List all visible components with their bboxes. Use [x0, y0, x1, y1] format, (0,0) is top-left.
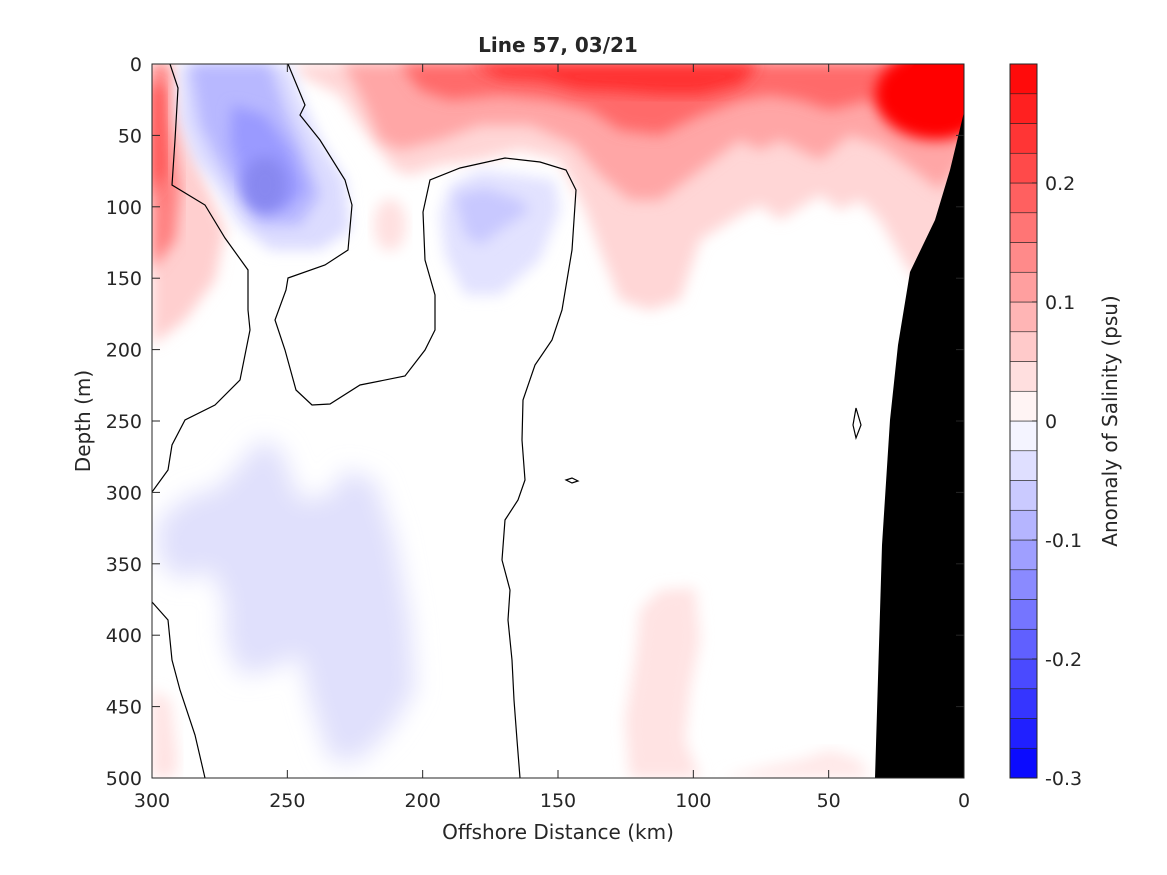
zero-contour-small-1 — [564, 477, 580, 484]
y-tick-label: 400 — [106, 625, 142, 647]
y-axis: 0 50 100 150 200 250 300 350 400 450 500 — [106, 54, 964, 790]
x-tick-label: 50 — [817, 790, 841, 812]
zero-contour-small-2 — [852, 407, 862, 441]
y-tick-label: 250 — [106, 411, 142, 433]
colorbar-tick-label: -0.2 — [1045, 649, 1082, 671]
zero-contour-lines — [152, 64, 862, 778]
x-axis: 300 250 200 150 100 50 0 — [134, 64, 970, 812]
chart-title: Line 57, 03/21 — [478, 33, 638, 57]
y-tick-label: 350 — [106, 554, 142, 576]
colorbar-segment — [1009, 718, 1038, 749]
colorbar-segment — [1009, 123, 1038, 154]
y-tick-label: 50 — [118, 125, 142, 147]
y-tick-label: 500 — [106, 768, 142, 790]
y-tick-label: 450 — [106, 697, 142, 719]
small-high-patch — [374, 199, 406, 251]
x-tick-label: 300 — [134, 790, 170, 812]
x-tick-label: 250 — [269, 790, 305, 812]
colorbar-tick-label: 0.1 — [1045, 292, 1075, 314]
deep-low — [158, 440, 415, 760]
colorbar-segment — [1009, 628, 1038, 660]
edge-high-core — [152, 80, 165, 200]
colorbar-segment — [1009, 212, 1038, 243]
surface-high-strong — [400, 64, 964, 135]
colorbar-segment — [1009, 242, 1038, 273]
x-tick-label: 150 — [540, 790, 576, 812]
deep-high-edge — [152, 690, 178, 778]
colorbar-segment — [1009, 331, 1038, 362]
colorbar-segment — [1009, 152, 1038, 184]
colorbar-segment — [1009, 390, 1038, 422]
bathymetry-shelf — [875, 112, 964, 778]
colorbar-segment — [1009, 569, 1038, 600]
y-tick-label: 0 — [130, 54, 142, 76]
colorbar-tick-label: 0.2 — [1045, 173, 1075, 195]
offshore-low-core — [243, 157, 287, 213]
x-tick-label: 200 — [405, 790, 441, 812]
y-tick-label: 300 — [106, 482, 142, 504]
positive-anomaly-regions — [152, 64, 964, 778]
colorbar-label: Anomaly of Salinity (psu) — [1098, 295, 1122, 546]
zero-contour-offshore — [169, 64, 249, 310]
x-tick-label: 0 — [958, 790, 970, 812]
negative-anomaly-regions — [158, 64, 560, 760]
colorbar-segment — [1009, 599, 1038, 630]
mid-low-inner — [455, 188, 530, 245]
colorbar-segment — [1009, 182, 1038, 214]
deep-high-patch — [625, 588, 700, 778]
colorbar-segment — [1009, 450, 1038, 481]
colorbar: -0.3 -0.2 -0.1 0 0.1 0.2 — [1009, 63, 1082, 790]
zero-contour-upper-loop — [274, 64, 577, 778]
colorbar-segment — [1009, 420, 1038, 452]
x-tick-label: 100 — [675, 790, 711, 812]
surface-high-core — [470, 64, 760, 95]
colorbar-segment — [1009, 539, 1038, 571]
y-tick-label: 150 — [106, 268, 142, 290]
colorbar-tick-label: -0.3 — [1045, 768, 1082, 790]
y-tick-label: 100 — [106, 197, 142, 219]
colorbar-segment — [1009, 63, 1038, 95]
colorbar-segment — [1009, 747, 1038, 779]
colorbar-segment — [1009, 688, 1038, 719]
colorbar-segment — [1009, 93, 1038, 124]
colorbar-segment — [1009, 271, 1038, 303]
zero-contour-edge — [152, 309, 251, 493]
colorbar-segment — [1009, 480, 1038, 511]
y-axis-label: Depth (m) — [71, 370, 95, 472]
colorbar-tick-label: -0.1 — [1045, 530, 1082, 552]
x-axis-label: Offshore Distance (km) — [442, 820, 674, 844]
colorbar-segment — [1009, 509, 1038, 541]
y-tick-label: 200 — [106, 340, 142, 362]
colorbar-segment — [1009, 361, 1038, 392]
colorbar-tick-label: 0 — [1045, 411, 1057, 433]
colorbar-segment — [1009, 658, 1038, 690]
contour-field — [152, 64, 964, 778]
bottom-high-strip — [720, 750, 870, 778]
colorbar-segment — [1009, 301, 1038, 333]
zero-contour-lower — [152, 601, 206, 778]
nearshore-high-peak — [905, 64, 964, 115]
